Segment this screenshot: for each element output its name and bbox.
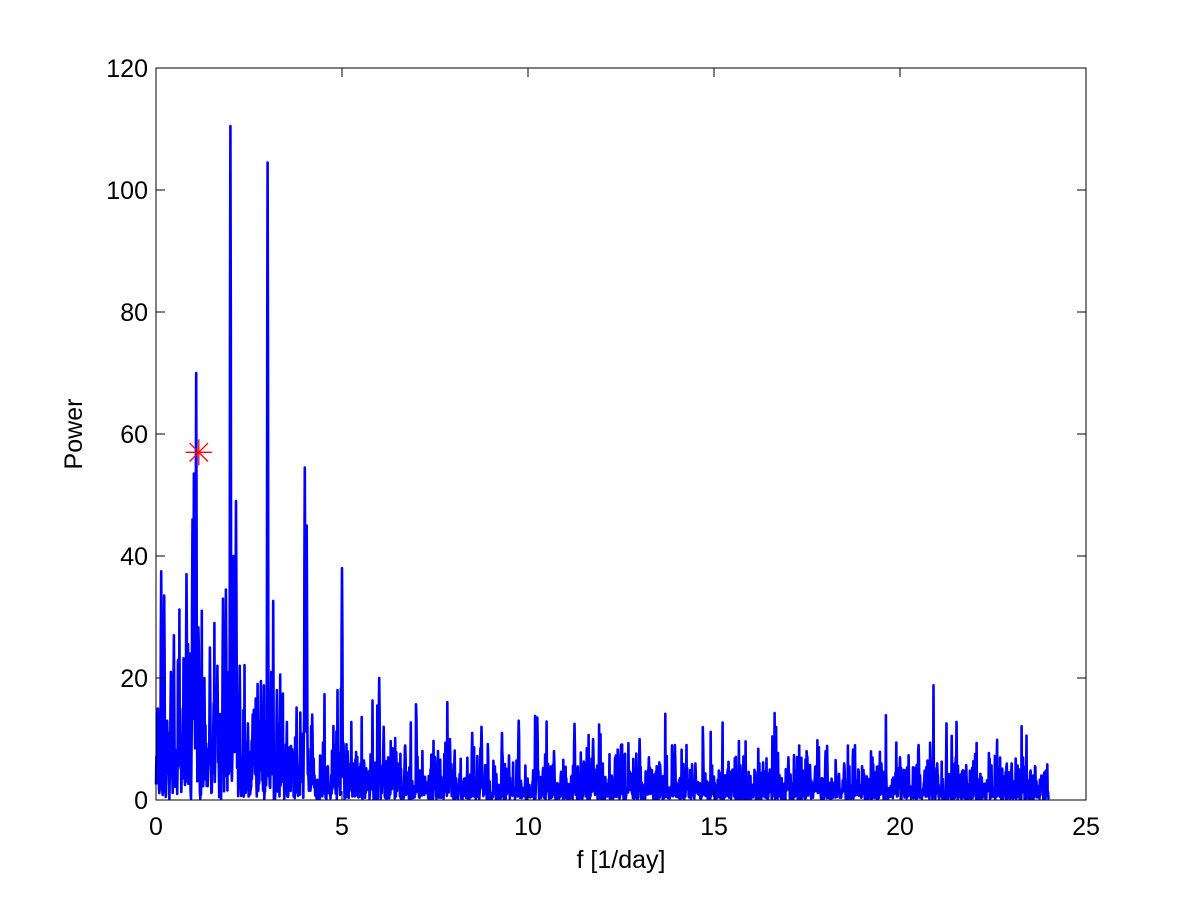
y-tick-label: 20 <box>120 665 148 693</box>
y-tick-label: 100 <box>106 177 148 205</box>
x-axis-label: f [1/day] <box>577 846 666 874</box>
y-tick-label: 80 <box>120 299 148 327</box>
y-axis-label: Power <box>60 399 88 470</box>
marker-layer <box>185 439 212 466</box>
x-tick-label: 5 <box>335 813 349 841</box>
x-tick-label: 10 <box>514 813 542 841</box>
y-tick-label: 40 <box>120 543 148 571</box>
power-spectrum-line <box>154 124 1051 801</box>
x-tick-label: 25 <box>1072 813 1100 841</box>
y-tick-label: 60 <box>120 421 148 449</box>
tick-layer: 0 5 10 15 20 25 0 20 40 60 80 100 120 <box>106 55 1100 841</box>
series-layer <box>154 124 1051 801</box>
y-tick-label: 120 <box>106 55 148 83</box>
x-tick-label: 0 <box>149 813 163 841</box>
x-tick-label: 20 <box>886 813 914 841</box>
peak-marker-asterisk <box>185 439 212 466</box>
x-tick-label: 15 <box>700 813 728 841</box>
y-tick-label: 0 <box>134 787 148 815</box>
